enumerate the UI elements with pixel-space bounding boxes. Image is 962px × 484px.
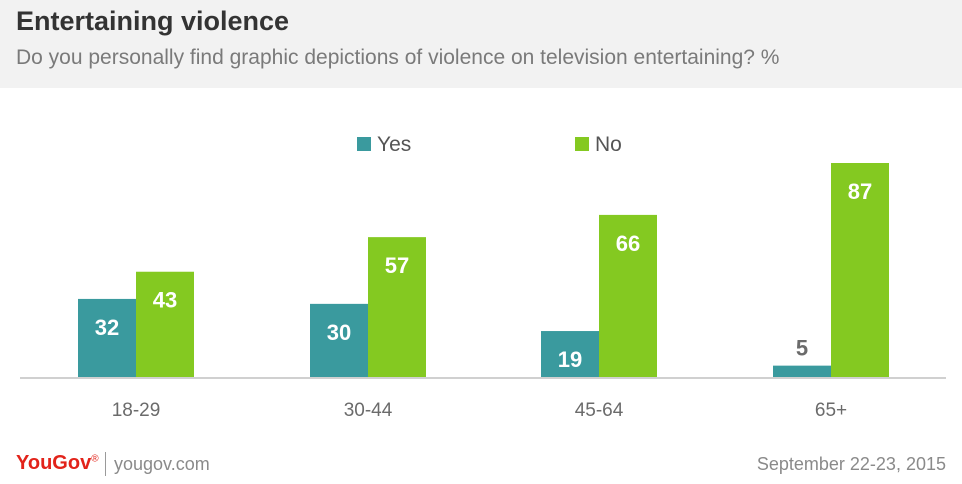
yougov-logo: YouGov® [16,452,99,474]
footer-date: September 22-23, 2015 [756,454,946,474]
footer-divider [105,452,106,476]
bar-no-18-29 [136,271,194,378]
data-label-no-45-64: 66 [616,231,640,256]
data-label-no-18-29: 43 [153,288,177,313]
legend-swatch-yes [357,137,371,151]
data-label-no-65+: 87 [848,179,872,204]
legend-label-no: No [595,133,622,156]
data-label-yes-45-64: 19 [558,347,582,372]
data-label-yes-30-44: 30 [327,320,351,345]
bar-yes-65+ [773,365,831,378]
chart-title: Entertaining violence [16,6,290,36]
x-tick-label-65+: 65+ [815,400,847,421]
data-label-yes-65+: 5 [796,336,808,361]
data-label-yes-18-29: 32 [95,315,119,340]
chart-subtitle: Do you personally find graphic depiction… [16,46,780,69]
bar-yes-30-44 [310,303,368,378]
legend-label-yes: Yes [377,133,411,156]
legend-swatch-no [575,137,589,151]
header-band: Entertaining violence Do you personally … [0,0,962,88]
bar-chart: Yes No 32 43 18-29 30 57 30-44 19 66 45-64 5 87 65+ [20,133,946,421]
bar-no-65+ [831,163,889,378]
x-tick-label-30-44: 30-44 [344,400,393,421]
bar-no-30-44 [368,237,426,378]
bar-no-45-64 [599,214,657,378]
x-tick-label-18-29: 18-29 [112,400,161,421]
footer-url: yougov.com [114,454,210,474]
bar-yes-45-64 [541,331,599,378]
x-tick-label-45-64: 45-64 [575,400,624,421]
data-label-no-30-44: 57 [385,253,409,278]
bar-yes-18-29 [78,298,136,378]
